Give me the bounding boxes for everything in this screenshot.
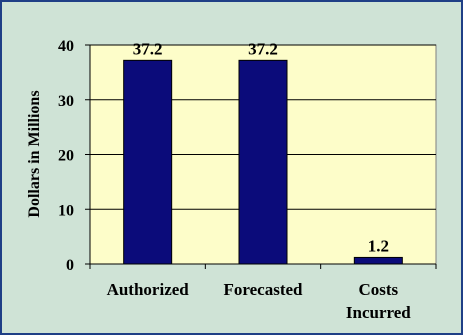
y-axis-ticks: 0 10 20 30 40 xyxy=(58,38,90,274)
y-tick-label: 10 xyxy=(58,202,74,219)
x-category-label: Incurred xyxy=(346,303,411,322)
data-label: 1.2 xyxy=(368,236,389,255)
y-tick-label: 40 xyxy=(58,38,74,55)
y-axis-title: Dollars in Millions xyxy=(26,90,43,217)
data-label: 37.2 xyxy=(248,39,278,58)
y-tick-label: 30 xyxy=(58,93,74,110)
y-tick-label: 20 xyxy=(58,148,74,165)
bar xyxy=(123,59,173,265)
y-tick-label: 0 xyxy=(66,257,74,274)
data-labels: 37.2 37.2 1.2 xyxy=(133,39,389,255)
data-label: 37.2 xyxy=(133,39,163,58)
bar xyxy=(238,59,288,265)
x-category-label: Authorized xyxy=(107,280,190,299)
bar xyxy=(353,256,403,265)
x-category-label: Costs xyxy=(358,280,398,299)
x-axis-labels: Authorized Forecasted Costs Incurred xyxy=(89,264,437,322)
x-category-label: Forecasted xyxy=(224,280,304,299)
